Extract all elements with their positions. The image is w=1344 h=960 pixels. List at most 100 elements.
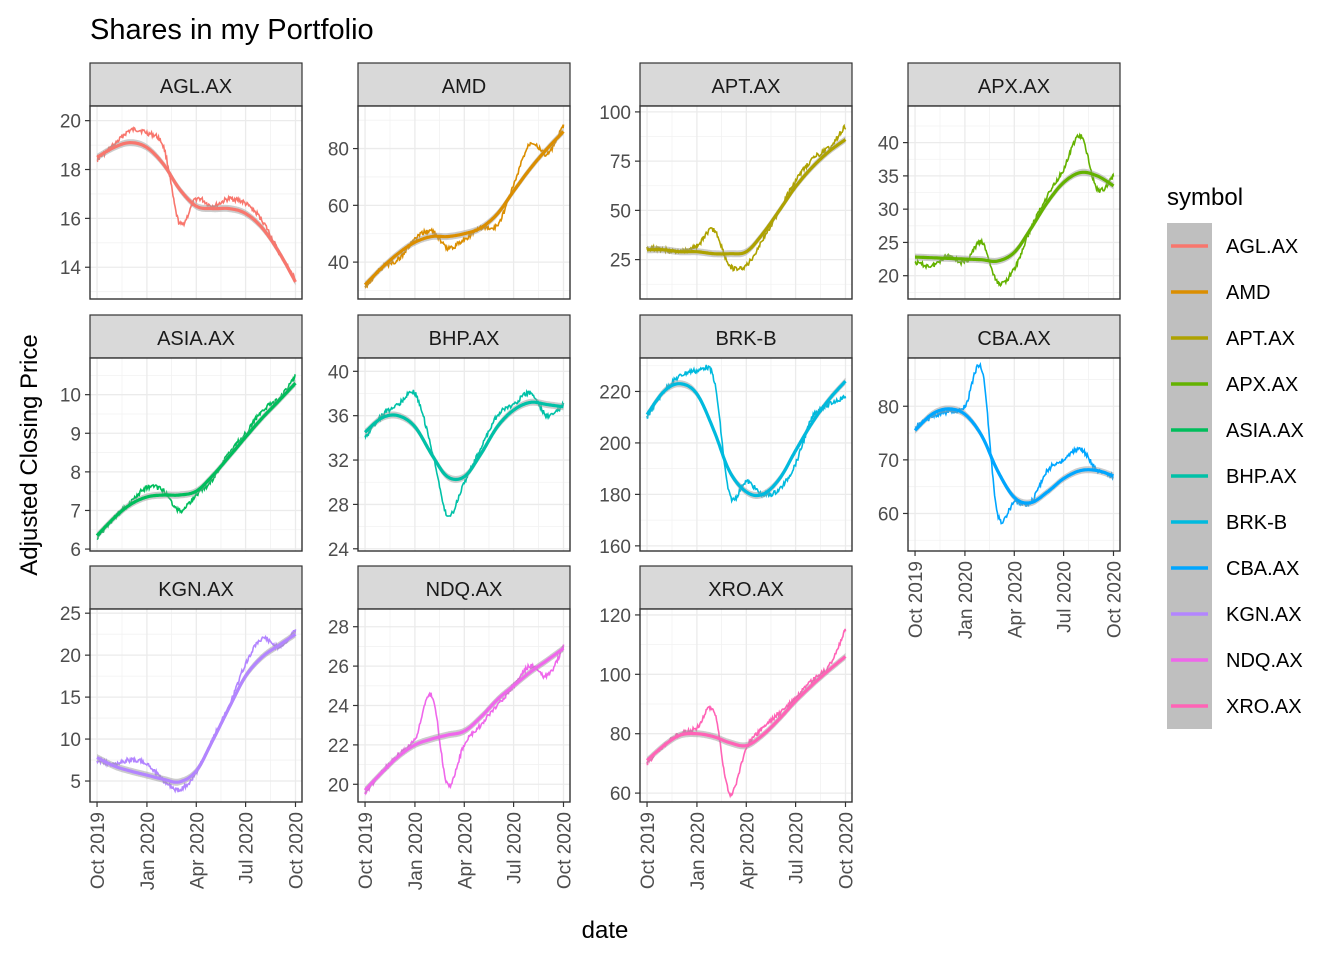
facet-strip-label: BRK-B	[715, 328, 776, 350]
y-tick-label: 22	[328, 736, 349, 757]
smooth-line	[363, 400, 564, 482]
y-tick-label: 75	[610, 152, 631, 173]
panel-border	[639, 105, 853, 300]
panel-apx-ax: APX.AX 20 25 30 35 40	[878, 62, 1121, 300]
legend-label: BHP.AX	[1226, 466, 1297, 488]
x-tick-label: Oct 2020	[836, 812, 857, 889]
facet-strip-label: XRO.AX	[708, 579, 784, 601]
legend-label: AMD	[1226, 282, 1270, 304]
x-tick-label: Jul 2020	[787, 812, 808, 884]
y-tick-label: 8	[70, 463, 81, 484]
y-tick-label: 20	[328, 775, 349, 796]
y-tick-label: 160	[599, 537, 631, 558]
y-tick-label: 30	[878, 200, 899, 221]
y-tick-label: 200	[599, 434, 631, 455]
y-tick-label: 18	[60, 161, 81, 182]
price-line	[364, 388, 565, 517]
y-tick-label: 40	[328, 362, 349, 383]
facet-strip	[89, 314, 303, 359]
panel-border	[357, 105, 571, 300]
smooth-line	[96, 632, 297, 784]
panel-apt-ax: APT.AX 25 50 75 100	[599, 62, 853, 300]
y-tick-label: 35	[878, 167, 899, 188]
y-tick-label: 70	[878, 451, 899, 472]
panel-agl-ax: AGL.AX 14 16 18 20	[60, 62, 303, 300]
y-axis-title: Adjusted Closing Price	[16, 334, 43, 575]
y-tick-label: 28	[328, 495, 349, 516]
y-tick-label: 15	[60, 688, 81, 709]
panel-border	[907, 105, 1121, 300]
y-tick-label: 100	[599, 665, 631, 686]
y-tick-label: 80	[878, 397, 899, 418]
legend-label: NDQ.AX	[1226, 650, 1303, 672]
smooth-line	[363, 647, 565, 792]
facet-strip-label: ASIA.AX	[157, 328, 235, 350]
price-line	[914, 361, 1114, 525]
panel-border	[639, 357, 853, 552]
facet-strip-label: APX.AX	[978, 76, 1050, 98]
y-tick-label: 80	[328, 140, 349, 161]
y-tick-label: 9	[70, 424, 81, 445]
y-tick-label: 14	[60, 258, 82, 279]
x-tick-label: Apr 2020	[187, 812, 208, 889]
facet-strip-label: AMD	[442, 76, 486, 98]
confidence-band	[365, 398, 564, 483]
y-tick-label: 16	[60, 209, 81, 230]
x-tick-label: Oct 2019	[88, 812, 109, 889]
x-tick-label: Apr 2020	[737, 812, 758, 889]
y-tick-label: 25	[60, 604, 81, 625]
x-tick-label: Oct 2020	[1104, 561, 1125, 638]
panel-border	[357, 357, 571, 552]
price-line	[96, 126, 296, 281]
panel-kgn-ax: KGN.AX 5 10 15 20 25 Oct 2019 Jan 2020 Apr 2020 J…	[60, 565, 307, 890]
facet-strip	[639, 314, 853, 359]
facet-strip	[357, 565, 571, 610]
y-tick-label: 60	[328, 196, 349, 217]
y-tick-label: 24	[328, 540, 350, 561]
facet-strip-label: BHP.AX	[429, 328, 500, 350]
legend: symbol AGL.AX AMD APT.AX APX.AX ASIA.AX BHP.A…	[1167, 184, 1304, 729]
confidence-band	[97, 379, 296, 539]
x-tick-label: Jul 2020	[505, 812, 526, 884]
facet-strip	[89, 565, 303, 610]
panel-bhp-ax: BHP.AX 24 28 32 36 40	[328, 314, 571, 561]
panel-xro-ax: XRO.AX 60 80 100 120 Oct 2019 Jan 2020 Apr 2020…	[599, 565, 857, 890]
x-tick-label: Jan 2020	[138, 812, 159, 890]
y-tick-label: 32	[328, 451, 349, 472]
x-tick-label: Jan 2020	[688, 812, 709, 890]
y-tick-label: 24	[328, 697, 350, 718]
confidence-band	[365, 644, 564, 794]
y-tick-label: 50	[610, 201, 631, 222]
y-tick-label: 80	[610, 725, 631, 746]
confidence-band	[647, 653, 846, 764]
y-tick-label: 20	[60, 112, 81, 133]
x-tick-label: Oct 2019	[906, 561, 927, 638]
y-tick-label: 20	[878, 267, 899, 288]
smooth-line	[647, 138, 847, 256]
panel-border	[89, 357, 303, 552]
smooth-line	[363, 130, 565, 286]
x-tick-label: Jul 2020	[237, 812, 258, 884]
x-axis-title: date	[582, 917, 629, 944]
legend-label: CBA.AX	[1226, 558, 1299, 580]
y-tick-label: 7	[70, 501, 81, 522]
y-tick-label: 36	[328, 407, 349, 428]
panel-ndq-ax: NDQ.AX 20 22 24 26 28 Oct 2019 Jan 2020 Apr 2020…	[328, 565, 575, 890]
facet-strip	[89, 62, 303, 107]
price-line	[914, 132, 1115, 288]
facet-strip	[357, 62, 571, 107]
smooth-line	[96, 140, 297, 283]
x-tick-label: Oct 2019	[638, 812, 659, 889]
y-tick-label: 25	[610, 251, 631, 272]
y-tick-label: 60	[610, 784, 631, 805]
legend-label: APX.AX	[1226, 374, 1298, 396]
facet-strip-label: APT.AX	[712, 76, 781, 98]
legend-label: KGN.AX	[1226, 604, 1302, 626]
x-tick-label: Jul 2020	[1055, 561, 1076, 633]
y-tick-label: 10	[60, 730, 81, 751]
y-tick-label: 180	[599, 485, 631, 506]
x-tick-label: Oct 2020	[554, 812, 575, 889]
confidence-band	[915, 168, 1114, 265]
x-tick-label: Apr 2020	[455, 812, 476, 889]
facet-strip-label: CBA.AX	[977, 328, 1050, 350]
